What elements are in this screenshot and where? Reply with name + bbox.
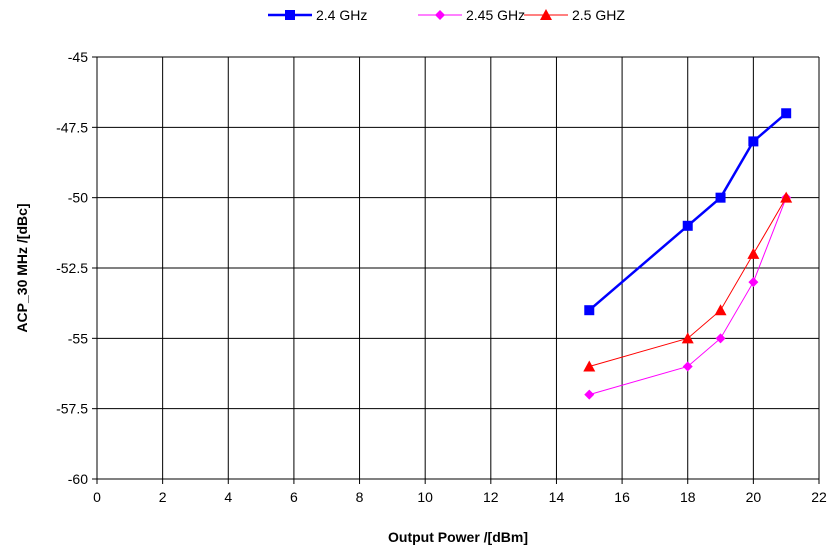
data-point [714,304,727,316]
data-point [780,191,793,203]
y-tick-label: -47.5 [56,119,88,135]
series-layer [583,108,793,400]
x-tick-label: 4 [224,489,232,505]
x-tick-label: 12 [483,489,499,505]
axes [92,56,820,484]
y-tick-label: -45 [68,49,88,65]
gridlines [97,56,820,479]
legend-label: 2.5 GHZ [572,7,625,23]
data-point [682,361,693,372]
x-tick-label: 0 [93,489,101,505]
y-tick-label: -50 [68,190,88,206]
x-tick-label: 6 [290,489,298,505]
series-1 [584,108,792,316]
y-axis-title: ACP_30 MHz /[dBc] [14,203,30,332]
data-point [584,305,595,316]
legend-label: 2.45 GHz [466,7,525,23]
legend-marker [540,9,552,20]
y-tick-label: -60 [68,471,88,487]
x-tick-label: 22 [811,489,827,505]
x-tick-label: 18 [680,489,696,505]
data-point [715,192,726,203]
tick-labels: 0 2 4 6 8 10 12 14 16 18 20 22 -45 -47.5 -50 -52.5 -55 -5… [56,49,827,505]
data-point [715,333,726,344]
data-point [747,247,760,259]
data-point [681,332,694,344]
y-tick-label: -55 [68,330,88,346]
x-tick-label: 14 [549,489,565,505]
legend-item-3: 2.5 GHZ [524,7,625,23]
data-point [748,136,759,147]
y-tick-label: -57.5 [56,401,88,417]
x-tick-label: 2 [159,489,167,505]
x-tick-label: 20 [746,489,762,505]
legend-item-2: 2.45 GHz [418,7,525,23]
data-point [748,277,759,288]
legend-marker [285,10,295,20]
series-2 [584,192,792,400]
x-tick-label: 10 [417,489,433,505]
y-tick-label: -52.5 [56,260,88,276]
legend: 2.4 GHz 2.45 GHz 2.5 GHZ [268,7,625,23]
data-point [682,220,693,231]
series-3 [583,191,793,372]
legend-marker [435,10,445,20]
x-axis-title: Output Power /[dBm] [388,529,528,545]
legend-item-1: 2.4 GHz [268,7,367,23]
x-tick-label: 8 [356,489,364,505]
data-point [583,360,596,372]
data-point [781,108,792,119]
x-tick-label: 16 [614,489,630,505]
legend-label: 2.4 GHz [316,7,367,23]
data-point [584,389,595,400]
